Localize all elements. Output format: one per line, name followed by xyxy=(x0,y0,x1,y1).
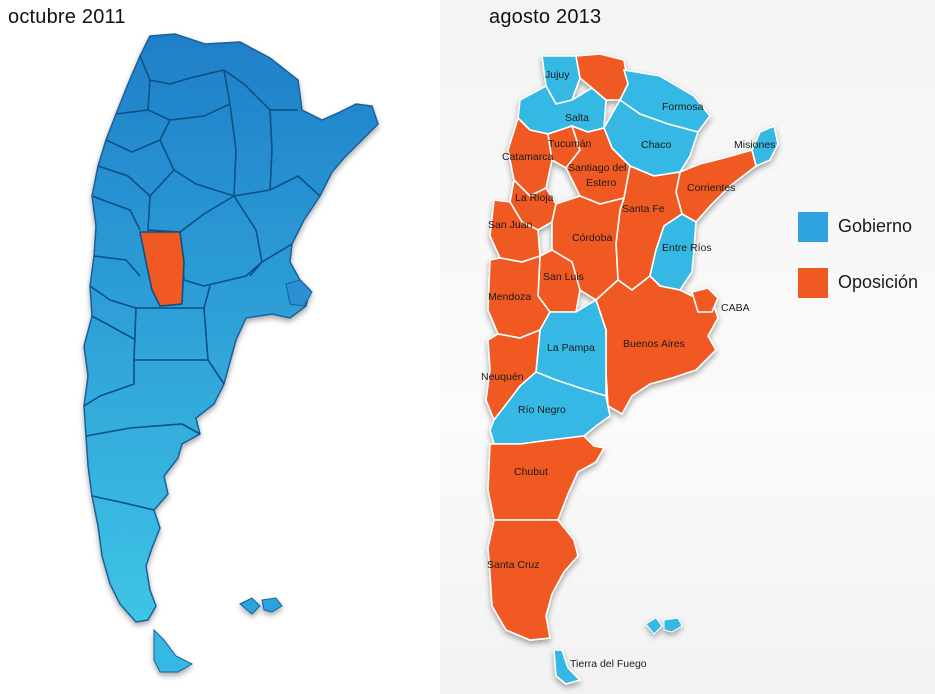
province-san-luis-2011 xyxy=(139,231,185,307)
malvinas-2013 xyxy=(645,617,683,635)
label-santa-cruz: Santa Cruz xyxy=(487,559,540,571)
malvinas-2011 xyxy=(239,597,283,615)
label-la-rioja: La Rioja xyxy=(515,192,554,204)
label-cordoba: Córdoba xyxy=(572,232,612,244)
label-tucuman: Tucumán xyxy=(548,138,592,150)
argentina-2011-outline xyxy=(83,33,379,623)
province-rio-negro xyxy=(489,371,611,445)
label-misiones: Misiones xyxy=(734,139,775,151)
label-caba: CABA xyxy=(721,302,750,314)
legend-swatch-oposicion xyxy=(798,268,828,298)
label-salta: Salta xyxy=(565,112,589,124)
map-2011 xyxy=(83,33,379,673)
label-buenos-aires: Buenos Aires xyxy=(623,338,685,350)
uruguay-notch-2011 xyxy=(285,279,313,307)
province-buenos-aires xyxy=(595,274,719,416)
label-la-pampa: La Pampa xyxy=(547,342,595,354)
label-chaco: Chaco xyxy=(641,139,672,151)
province-chubut xyxy=(487,435,606,521)
tierra-del-fuego-2011 xyxy=(153,628,194,673)
label-jujuy: Jujuy xyxy=(545,69,570,81)
label-santiago-line1: Santiago del xyxy=(568,162,626,174)
province-caba xyxy=(690,287,719,313)
label-san-luis: San Luis xyxy=(543,271,584,283)
label-formosa: Formosa xyxy=(662,101,704,113)
label-neuquen: Neuquén xyxy=(481,371,524,383)
province-entre-rios xyxy=(649,213,697,291)
province-tierra-del-fuego xyxy=(553,649,582,685)
label-san-juan: San Juan xyxy=(488,219,533,231)
label-chubut: Chubut xyxy=(514,466,548,478)
legend-label-oposicion: Oposición xyxy=(838,272,919,292)
label-tierra-del-fuego: Tierra del Fuego xyxy=(570,658,647,670)
map-title-2011: octubre 2011 xyxy=(8,6,126,28)
label-rio-negro: Río Negro xyxy=(518,404,566,416)
map-title-2013: agosto 2013 xyxy=(489,6,602,28)
label-santiago-line2: Estero xyxy=(586,177,617,189)
label-entre-rios: Entre Ríos xyxy=(662,242,712,254)
label-santa-fe: Santa Fe xyxy=(622,203,665,215)
legend-label-gobierno: Gobierno xyxy=(838,216,913,236)
map-2013 xyxy=(485,53,779,685)
label-mendoza: Mendoza xyxy=(488,291,531,303)
province-labels-2013: Jujuy Salta Formosa Chaco Misiones Tucum… xyxy=(481,69,775,670)
province-santa-cruz xyxy=(487,519,579,641)
label-catamarca: Catamarca xyxy=(502,151,554,163)
legend-swatch-gobierno xyxy=(798,212,828,242)
label-corrientes: Corrientes xyxy=(687,182,735,194)
